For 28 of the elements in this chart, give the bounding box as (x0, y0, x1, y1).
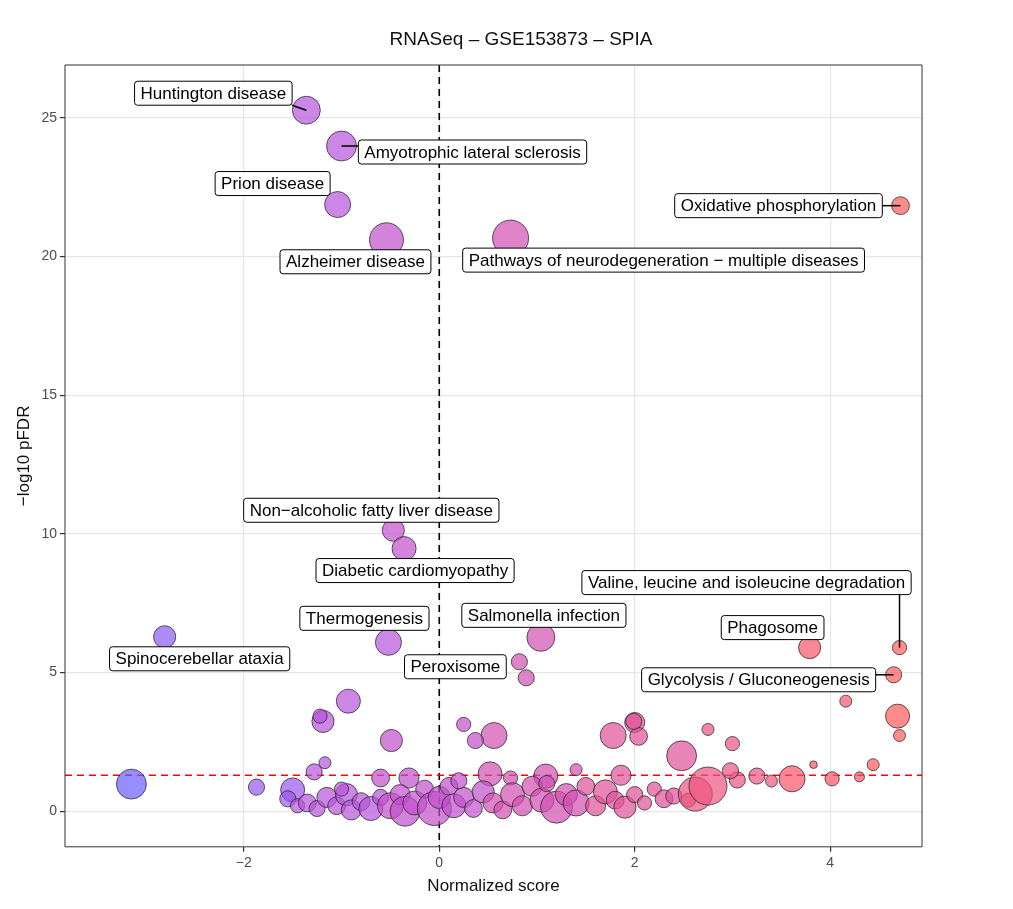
annotation: Oxidative phosphorylation (680, 196, 877, 216)
x-tick-label: −2 (235, 854, 252, 871)
annotation: Peroxisome (410, 657, 501, 677)
y-tick-label: 15 (41, 386, 58, 402)
annotation: Prion disease (221, 174, 325, 194)
x-tick-label: 2 (630, 854, 639, 871)
annotation: Glycolysis / Gluconeogenesis (647, 670, 870, 690)
y-tick-label: 0 (49, 802, 58, 819)
y-tick-label: 20 (41, 247, 58, 264)
annotation: Alzheimer disease (286, 252, 425, 272)
x-axis-title: Normalized score (427, 876, 560, 896)
y-axis-title: −log10 pFDR (13, 405, 33, 507)
annotation: Thermogenesis (305, 609, 424, 629)
annotation: Non−alcoholic fatty liver disease (249, 500, 493, 520)
annotation: Valine, leucine and isoleucine degradation (587, 573, 906, 593)
annotation: Spinocerebellar ataxia (115, 649, 285, 669)
x-tick-label: 4 (826, 854, 835, 871)
y-tick-label: 10 (41, 524, 58, 541)
x-tick-label: 0 (435, 854, 444, 871)
y-tick-label: 5 (49, 663, 58, 680)
annotation: Diabetic cardiomyopathy (321, 561, 509, 581)
chart-title: RNASeq – GSE153873 – SPIA (388, 28, 654, 50)
annotation: Salmonella infection (467, 606, 620, 626)
annotation: Amyotrophic lateral sclerosis (364, 142, 581, 162)
y-tick-label: 25 (41, 108, 58, 125)
annotation: Phagosome (727, 618, 818, 638)
annotation: Pathways of neurodegeneration − multiple diseases (468, 250, 859, 270)
annotation: Huntington disease (140, 83, 287, 103)
